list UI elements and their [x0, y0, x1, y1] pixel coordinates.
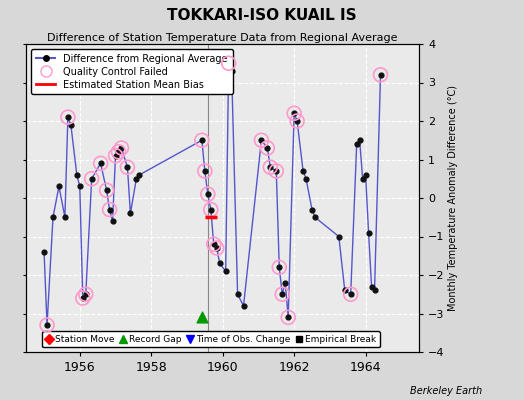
Point	[213, 245, 221, 251]
Point	[201, 168, 209, 174]
Point	[239, 302, 248, 309]
Point	[278, 291, 287, 298]
Point	[64, 114, 72, 120]
Point	[215, 260, 224, 267]
Text: Berkeley Earth: Berkeley Earth	[410, 386, 482, 396]
Point	[266, 164, 275, 170]
Point	[105, 206, 114, 213]
Point	[198, 137, 206, 144]
Point	[102, 187, 111, 194]
Point	[302, 176, 310, 182]
Point	[284, 314, 292, 320]
Text: TOKKARI-ISO KUAIL IS: TOKKARI-ISO KUAIL IS	[167, 8, 357, 23]
Point	[73, 172, 81, 178]
Point	[376, 72, 385, 78]
Point	[126, 210, 135, 217]
Point	[88, 176, 96, 182]
Point	[75, 183, 84, 190]
Point	[79, 295, 87, 301]
Title: Difference of Station Temperature Data from Regional Average: Difference of Station Temperature Data f…	[48, 33, 398, 43]
Point	[96, 160, 105, 166]
Point	[266, 164, 275, 170]
Point	[367, 283, 376, 290]
Point	[355, 137, 364, 144]
Point	[308, 206, 316, 213]
Point	[272, 168, 280, 174]
Point	[108, 218, 117, 224]
Point	[210, 241, 218, 247]
Point	[257, 137, 266, 144]
Point	[79, 295, 87, 301]
Point	[213, 245, 221, 251]
Point	[204, 191, 212, 197]
Point	[88, 176, 96, 182]
Point	[284, 314, 292, 320]
Point	[257, 137, 266, 144]
Point	[102, 187, 111, 194]
Point	[43, 322, 51, 328]
Point	[82, 291, 90, 298]
Point	[275, 264, 283, 270]
Point	[290, 110, 298, 116]
Point	[263, 145, 271, 151]
Point	[290, 110, 298, 116]
Point	[82, 291, 90, 298]
Point	[293, 118, 301, 124]
Point	[135, 172, 144, 178]
Point	[346, 291, 355, 298]
Point	[278, 291, 287, 298]
Point	[362, 172, 370, 178]
Point	[370, 287, 379, 294]
Point	[376, 72, 385, 78]
Point	[55, 183, 63, 190]
Point	[123, 164, 132, 170]
Point	[335, 233, 343, 240]
Point	[293, 118, 301, 124]
Point	[111, 152, 119, 159]
Point	[227, 68, 236, 74]
Point	[311, 214, 319, 220]
Point	[299, 168, 307, 174]
Point	[117, 145, 126, 151]
Point	[281, 280, 289, 286]
Point	[67, 122, 75, 128]
Point	[224, 60, 233, 66]
Point	[233, 291, 242, 298]
Point	[346, 291, 355, 298]
Point	[272, 168, 280, 174]
Point	[210, 241, 218, 247]
Point	[263, 145, 271, 151]
Point	[353, 141, 361, 147]
Point	[132, 176, 140, 182]
Point	[40, 249, 48, 255]
Point	[105, 206, 114, 213]
Point	[198, 137, 206, 144]
Y-axis label: Monthly Temperature Anomaly Difference (°C): Monthly Temperature Anomaly Difference (…	[447, 85, 457, 311]
Point	[64, 114, 72, 120]
Point	[43, 322, 51, 328]
Point	[358, 176, 367, 182]
Point	[61, 214, 69, 220]
Point	[114, 149, 123, 155]
Point	[114, 149, 123, 155]
Point	[123, 164, 132, 170]
Legend: Station Move, Record Gap, Time of Obs. Change, Empirical Break: Station Move, Record Gap, Time of Obs. C…	[42, 331, 380, 348]
Point	[224, 60, 233, 66]
Point	[201, 168, 209, 174]
Point	[275, 264, 283, 270]
Point	[222, 268, 230, 274]
Point	[49, 214, 57, 220]
Point	[364, 230, 373, 236]
Point	[206, 206, 215, 213]
Point	[117, 145, 126, 151]
Point	[206, 206, 215, 213]
Point	[198, 314, 206, 320]
Point	[96, 160, 105, 166]
Point	[111, 152, 119, 159]
Point	[341, 287, 349, 294]
Point	[204, 191, 212, 197]
